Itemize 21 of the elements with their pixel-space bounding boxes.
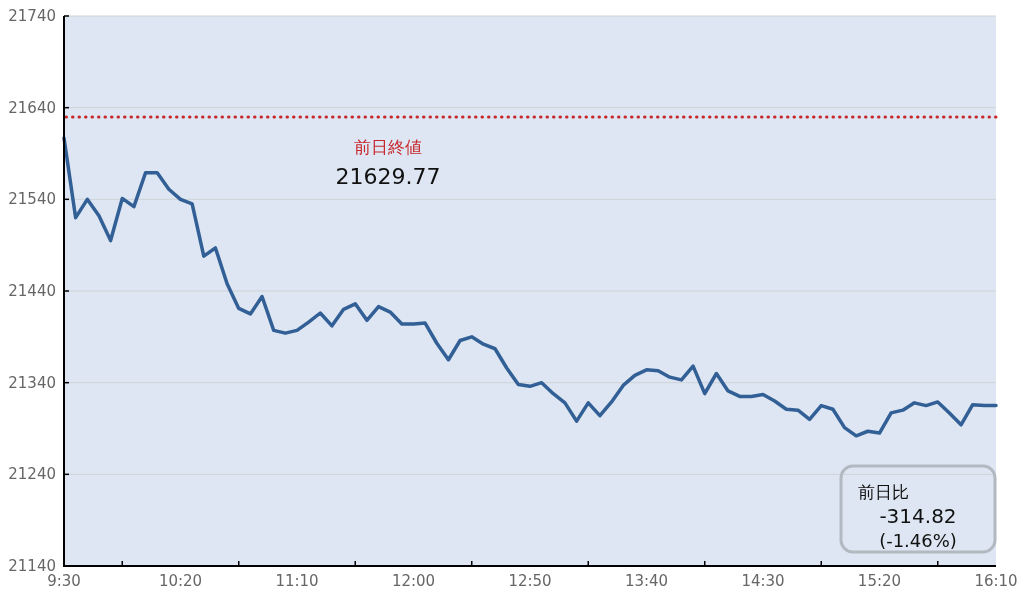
x-tick-label: 16:10 bbox=[974, 572, 1018, 590]
x-tick-label: 14:30 bbox=[741, 572, 785, 590]
annotation: -314.82 bbox=[879, 504, 957, 528]
x-tick-label: 11:10 bbox=[275, 572, 319, 590]
y-tick-label: 21140 bbox=[8, 557, 56, 575]
y-tick-label: 21540 bbox=[8, 190, 56, 209]
annotation: (-1.46%) bbox=[879, 530, 957, 551]
annotation: 21629.77 bbox=[335, 164, 441, 189]
x-tick-label: 9:30 bbox=[47, 572, 81, 590]
y-tick-label: 21640 bbox=[8, 98, 56, 117]
x-tick-label: 15:20 bbox=[857, 572, 902, 590]
x-tick-label: 12:50 bbox=[508, 572, 552, 590]
x-tick-label: 12:00 bbox=[391, 572, 436, 590]
y-tick-label: 21340 bbox=[8, 373, 56, 392]
ref-line-label: 前日終値 bbox=[354, 137, 422, 158]
x-tick-label: 10:20 bbox=[158, 572, 203, 590]
y-tick-label: 21740 bbox=[8, 7, 56, 25]
y-tick-label: 21240 bbox=[8, 465, 56, 484]
annotation: 前日比 bbox=[858, 482, 909, 502]
y-tick-label: 21440 bbox=[8, 282, 56, 300]
x-tick-label: 13:40 bbox=[624, 572, 669, 590]
